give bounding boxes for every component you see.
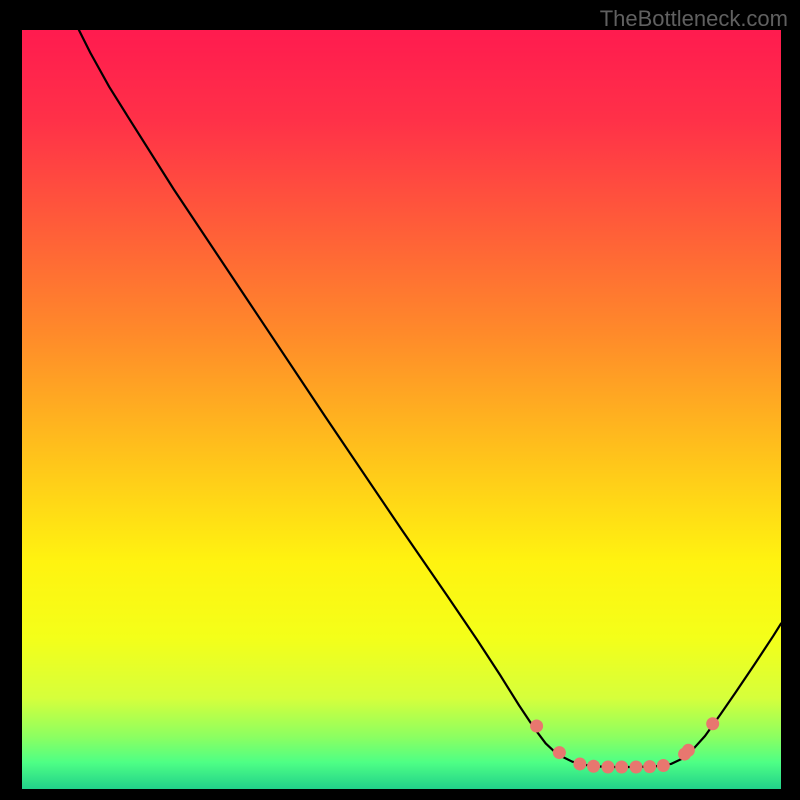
marker-dot xyxy=(643,760,656,773)
marker-dot xyxy=(706,717,719,730)
chart-frame: TheBottleneck.com xyxy=(0,0,800,800)
marker-dot xyxy=(530,720,543,733)
marker-dot xyxy=(553,746,566,759)
marker-dot xyxy=(587,760,600,773)
marker-dot xyxy=(573,757,586,770)
marker-layer xyxy=(22,30,781,789)
marker-group xyxy=(530,717,719,773)
marker-dot xyxy=(657,759,670,772)
marker-dot xyxy=(682,744,695,757)
marker-dot xyxy=(615,760,628,773)
plot-area xyxy=(22,30,781,789)
watermark-text: TheBottleneck.com xyxy=(600,6,788,32)
marker-dot xyxy=(601,760,614,773)
marker-dot xyxy=(630,760,643,773)
